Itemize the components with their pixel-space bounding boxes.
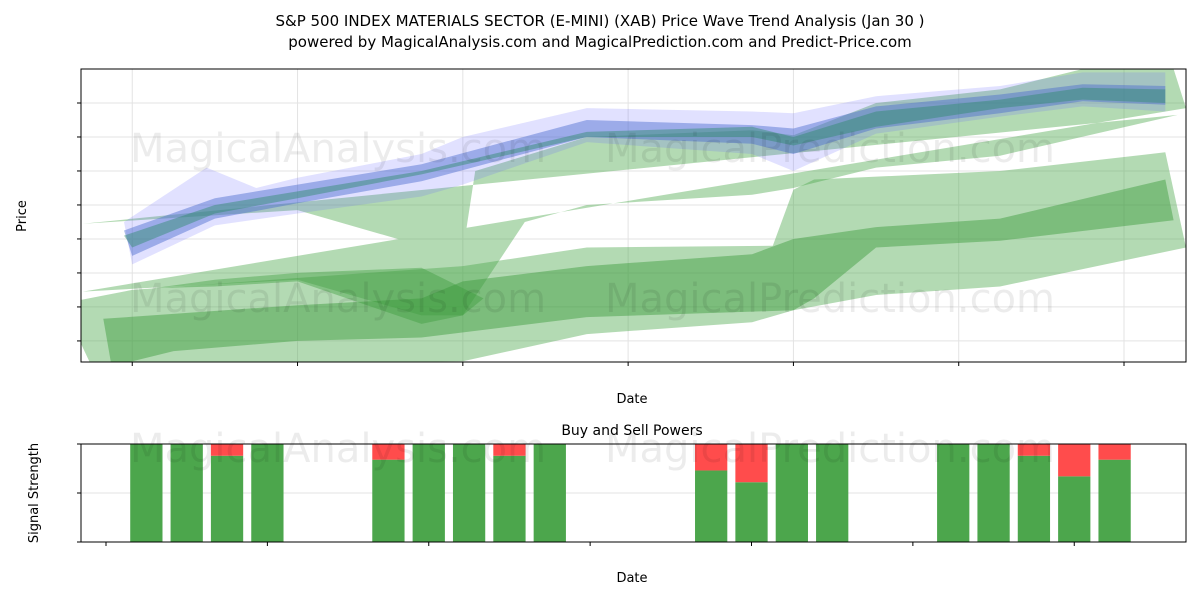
plot-frame xyxy=(80,443,1187,543)
signal-y-axis-label: Signal Strength xyxy=(27,443,42,543)
sell-bar xyxy=(1098,444,1131,460)
buy-bar xyxy=(1058,476,1091,542)
watermark-prediction: MagicalPrediction.com xyxy=(605,276,1055,322)
buy-bar xyxy=(775,444,808,542)
buy-bar xyxy=(735,482,768,542)
blue-band-wide xyxy=(124,72,1166,265)
buy-bar xyxy=(533,444,566,542)
buy-bar xyxy=(452,444,486,542)
buy-bar xyxy=(977,444,1010,542)
watermark-analysis: MagicalAnalysis.com xyxy=(130,426,546,472)
blue-band-mid xyxy=(124,84,1166,256)
buy-bar xyxy=(816,444,849,542)
buy-bar xyxy=(210,455,244,542)
sell-bar xyxy=(1058,444,1091,477)
watermark-prediction: MagicalPrediction.com xyxy=(605,126,1055,172)
signal-x-axis-label: Date xyxy=(616,571,647,586)
buy-bar xyxy=(493,455,526,542)
sell-bar xyxy=(735,444,768,483)
watermark-prediction: MagicalPrediction.com xyxy=(605,426,1055,472)
green-band-2 xyxy=(81,152,1186,362)
chart-title: S&P 500 INDEX MATERIALS SECTOR (E-MINI) … xyxy=(275,12,924,30)
signal-chart-title: Buy and Sell Powers xyxy=(561,423,702,439)
chart-subtitle: powered by MagicalAnalysis.com and Magic… xyxy=(288,33,912,51)
sell-bar xyxy=(695,444,728,471)
buy-bar xyxy=(1017,455,1051,542)
y-axis-label: Price xyxy=(15,200,30,232)
watermark-analysis: MagicalAnalysis.com xyxy=(130,126,546,172)
buy-bar xyxy=(170,444,203,542)
buy-bar xyxy=(695,470,728,542)
sell-bar xyxy=(1017,444,1051,456)
buy-bar xyxy=(130,444,163,542)
green-band-3 xyxy=(103,179,1174,362)
buy-bar xyxy=(937,444,970,542)
signal-plot xyxy=(77,443,1187,546)
watermark-analysis: MagicalAnalysis.com xyxy=(130,276,546,322)
buy-bar xyxy=(372,459,405,542)
sell-bar xyxy=(493,444,526,456)
green-band-4 xyxy=(152,267,484,324)
sell-bar xyxy=(372,444,405,460)
price-plot xyxy=(77,68,1187,366)
plot-frame xyxy=(80,68,1187,363)
buy-bar xyxy=(412,444,445,542)
bands-group xyxy=(81,69,1186,362)
buy-bar xyxy=(1098,459,1131,542)
sell-bar xyxy=(210,444,244,456)
green-band-1 xyxy=(82,69,1186,316)
buy-bar xyxy=(251,444,284,542)
x-axis-label: Date xyxy=(616,392,647,407)
